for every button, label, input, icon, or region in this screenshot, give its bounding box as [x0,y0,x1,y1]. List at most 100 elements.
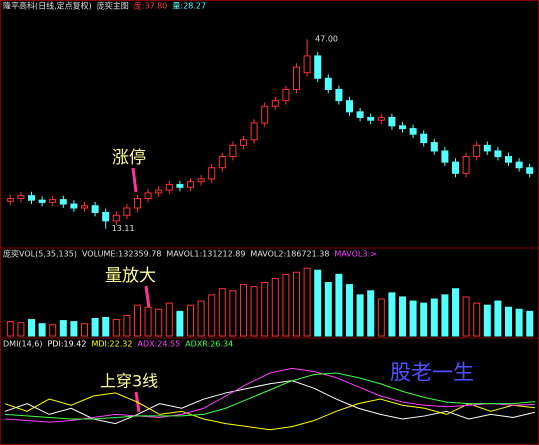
candle-body [38,199,46,203]
candle-body [197,178,205,183]
volume-bar [515,308,523,337]
volume-bar [208,294,216,337]
volume-bar [420,302,428,337]
legend-entry: PDI:19.42 [47,340,86,349]
candle-body [483,144,491,152]
header-text: 庞:37.80 [134,1,168,11]
volume-bar [505,306,512,337]
candle-body [112,214,120,222]
volume-bar [367,290,375,337]
legend-entry: MDI:22.32 [91,340,132,349]
watermark: 股老一生 [390,361,474,385]
candle-body [208,167,216,180]
candle-body [70,203,78,209]
volume-bar [28,319,35,337]
legend-entry: ADXR:26.34 [185,340,233,349]
candle-body [81,205,88,209]
candle-body [462,156,470,174]
candle-body [303,55,311,74]
candle-body [91,205,99,213]
candle-body [6,197,14,202]
candle-body [187,181,194,188]
volume-bar [197,300,205,337]
candle-body [144,192,152,199]
header-text: 隆平高科(日线,定点复权) [3,1,92,11]
volume-bar [303,267,311,337]
candle-body [420,133,428,144]
candle-body [473,144,481,158]
annotation: 上穿3线 [100,372,158,391]
volume-bar [187,304,194,337]
candle-body [250,122,258,141]
volume-bar [399,296,406,337]
candle-body [176,184,184,188]
candle-body [494,150,502,158]
candle-body [515,161,523,169]
volume-bar [282,273,290,337]
annotation-arrow [131,167,138,193]
volume-bar [293,271,300,337]
candle-body [430,142,438,152]
candle-body [409,128,417,135]
dmi-line [4,372,536,420]
candle-body [505,156,512,163]
candle-body [282,88,290,102]
dmi-line [4,367,536,423]
low-label: 13.11 [112,224,135,233]
volume-bar [240,284,247,337]
candle-body [28,195,35,201]
volume-bar [314,269,322,337]
candle-body [441,150,449,163]
candle-body [346,100,353,113]
candle-body [526,167,534,174]
candle-body [399,125,406,130]
candle-body [335,88,343,102]
header-text: MAVOL2:186721.38 [250,250,329,259]
volume-bar [91,318,99,337]
candle-body [261,105,269,124]
candle-body [49,199,57,203]
candle-body [367,116,375,121]
header-text: 量:28.27 [172,2,206,11]
volume-bar [134,304,141,337]
volume-bar [377,298,385,337]
volume-bar [324,282,332,337]
volume-bar [494,300,502,337]
header-text: MAVOL1:131212.89 [166,250,245,259]
volume-bar [49,324,57,337]
volume-bar [59,320,67,337]
volume-bar [346,284,353,337]
volume-bar [271,277,279,337]
candle-body [356,111,364,118]
volume-bar [155,308,163,337]
volume-bar [70,321,78,337]
volume-bar [165,302,173,337]
volume-bar [388,292,396,337]
candle-body [377,116,385,121]
volume-bar [452,288,459,337]
volume-bar [462,296,470,337]
candle-body [165,184,173,191]
candle-body [314,55,322,79]
volume-bar [526,310,534,337]
candle-body [324,77,332,90]
volume-bar [261,282,269,337]
candle-body [218,156,226,169]
candle-body [102,211,110,222]
volume-bar [123,314,131,337]
volume-bar [441,294,449,337]
header-text: DMI(14,6) [3,340,42,349]
volume-bar [473,302,481,337]
dmi-line [4,392,536,431]
volume-bar [229,290,237,337]
candle-body [134,197,141,209]
legend-entry: ADX:24.55 [137,340,180,349]
candle-body [271,100,279,107]
candle-body [452,161,459,174]
volume-bar [6,321,14,337]
candle-body [17,195,25,199]
high-label: 47.00 [315,35,338,44]
volume-bar [38,323,46,337]
